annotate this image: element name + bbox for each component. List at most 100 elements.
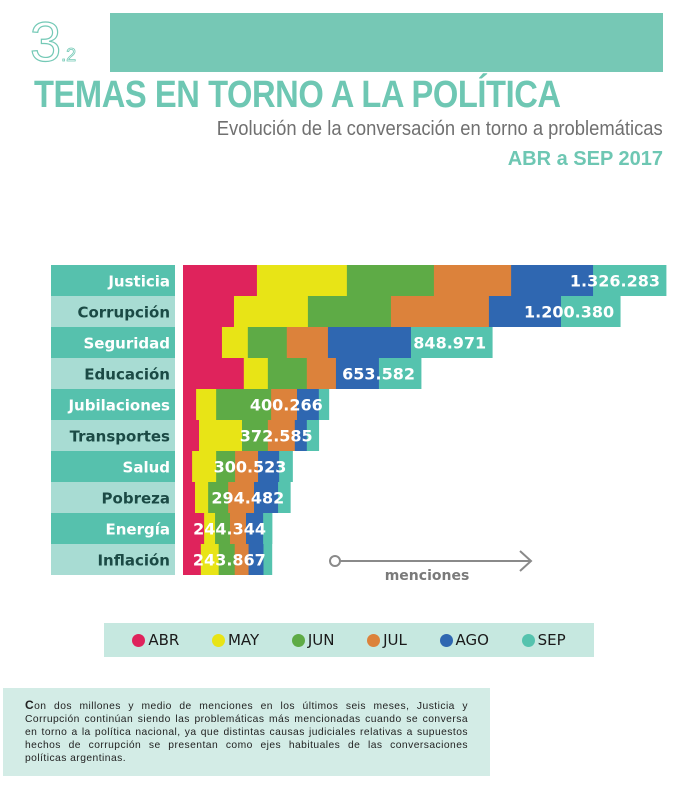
legend-item-abr: ABR: [132, 631, 179, 649]
bar-segment-ago: [254, 482, 279, 513]
category-label: Transportes: [70, 428, 170, 446]
total-value-label: 1.326.283: [570, 272, 660, 291]
category-label-bg: [51, 513, 175, 544]
total-value-label: 400.266: [250, 396, 323, 415]
legend-dot-icon: [521, 633, 535, 647]
category-label: Corrupción: [77, 304, 170, 322]
legend-item-may: MAY: [211, 631, 260, 649]
section-number-main: 3: [29, 10, 62, 73]
bar-segment-jun: [346, 265, 435, 296]
total-value-label: 243.867: [193, 551, 266, 570]
bar-segment-jul: [390, 296, 490, 327]
note-initial: C: [25, 698, 35, 712]
total-value-label: 1.200.380: [524, 303, 614, 322]
category-label-bg: [51, 420, 175, 451]
legend-item-ago: AGO: [439, 631, 489, 649]
bar-segment-ago: [258, 451, 280, 482]
bar-segment-ago: [246, 513, 264, 544]
total-value-label: 372.585: [240, 427, 313, 446]
category-label: Inflación: [97, 552, 170, 570]
legend-label: ABR: [148, 631, 180, 649]
bar-segment-sep: [279, 451, 293, 482]
category-label-bg: [51, 451, 175, 482]
legend-label: MAY: [227, 631, 260, 649]
bar-segment-sep: [593, 265, 667, 296]
axis-arrow-icon: [519, 550, 533, 572]
bar-segment-abr: [183, 420, 200, 451]
bar-segment-jul: [234, 544, 249, 575]
legend-dot-icon: [211, 633, 225, 647]
bar-segment-ago: [511, 265, 594, 296]
category-label-bg: [51, 327, 175, 358]
category-label-bg: [51, 265, 175, 296]
bar-segment-jun: [208, 482, 229, 513]
chart-subtitle: Evolución de la conversación en torno a …: [217, 118, 663, 140]
bar-segment-ago: [248, 544, 264, 575]
bar-segment-sep: [306, 420, 320, 451]
bar-segment-may: [221, 327, 249, 358]
legend-label: JUL: [383, 631, 407, 649]
bar-segment-jun: [247, 327, 288, 358]
bar-segment-sep: [410, 327, 493, 358]
total-value-label: 848.971: [413, 334, 486, 353]
bar-segment-jul: [433, 265, 512, 296]
bar-segment-jul: [235, 451, 259, 482]
category-label-bg: [51, 296, 175, 327]
bar-segment-jun: [216, 451, 236, 482]
bar-segment-abr: [183, 482, 196, 513]
bar-segment-jul: [271, 389, 298, 420]
bar-segment-jun: [218, 544, 236, 575]
legend-item-jul: JUL: [367, 631, 407, 649]
bar-segment-abr: [183, 358, 245, 389]
bar-segment-abr: [183, 265, 258, 296]
bar-segment-sep: [263, 544, 273, 575]
bar-segment-jun: [215, 513, 231, 544]
total-value-label: 294.482: [211, 489, 284, 508]
legend-dot-icon: [132, 633, 146, 647]
bar-segment-ago: [294, 420, 308, 451]
legend-dot-icon: [291, 633, 305, 647]
category-label: Pobreza: [102, 490, 170, 508]
chart-period: ABR a SEP 2017: [507, 148, 663, 170]
bar-segment-jun: [241, 420, 269, 451]
bar-segment-abr: [183, 296, 235, 327]
axis-origin-icon: [329, 555, 341, 567]
bar-segment-sep: [318, 389, 330, 420]
bar-segment-jul: [306, 358, 337, 389]
bar-segment-may: [256, 265, 348, 296]
category-label: Energía: [106, 521, 171, 539]
section-number: 3.2: [29, 13, 77, 70]
bar-segment-may: [204, 513, 216, 544]
page-title: TEMAS EN TORNO A LA POLÍTICA: [34, 74, 561, 116]
bar-segment-abr: [183, 544, 202, 575]
stacked-bar-chart: Justicia 1.326.283 Corrupción 1.200.380 Segu…: [51, 265, 667, 584]
legend-dot-icon: [367, 633, 381, 647]
bar-segment-may: [243, 358, 269, 389]
bar-segment-jun: [307, 296, 392, 327]
bar-segment-abr: [183, 513, 205, 544]
bar-segment-may: [195, 482, 209, 513]
category-label: Salud: [123, 459, 170, 477]
bar-segment-ago: [488, 296, 562, 327]
legend-label: AGO: [455, 631, 489, 649]
bar-segment-abr: [183, 451, 193, 482]
category-label: Justicia: [107, 273, 170, 291]
section-number-sub: .2: [61, 45, 77, 66]
bar-segment-may: [200, 544, 220, 575]
total-value-label: 300.523: [214, 458, 287, 477]
bar-segment-sep: [561, 296, 621, 327]
legend-item-sep: SEP: [521, 631, 566, 649]
category-label-bg: [51, 389, 175, 420]
bar-segment-ago: [296, 389, 320, 420]
bar-segment-jun: [267, 358, 308, 389]
legend-dot-icon: [439, 633, 453, 647]
note-text: on dos millones y medio de menciones en …: [25, 701, 468, 764]
category-label-bg: [51, 358, 175, 389]
x-axis-label: menciones: [385, 568, 470, 584]
bar-segment-jul: [229, 513, 247, 544]
bar-segment-sep: [278, 482, 291, 513]
chart-legend: ABR MAY JUN JUL AGO SEP: [104, 623, 594, 657]
bar-segment-abr: [183, 327, 223, 358]
bar-segment-abr: [183, 389, 197, 420]
header-band: [110, 13, 663, 72]
